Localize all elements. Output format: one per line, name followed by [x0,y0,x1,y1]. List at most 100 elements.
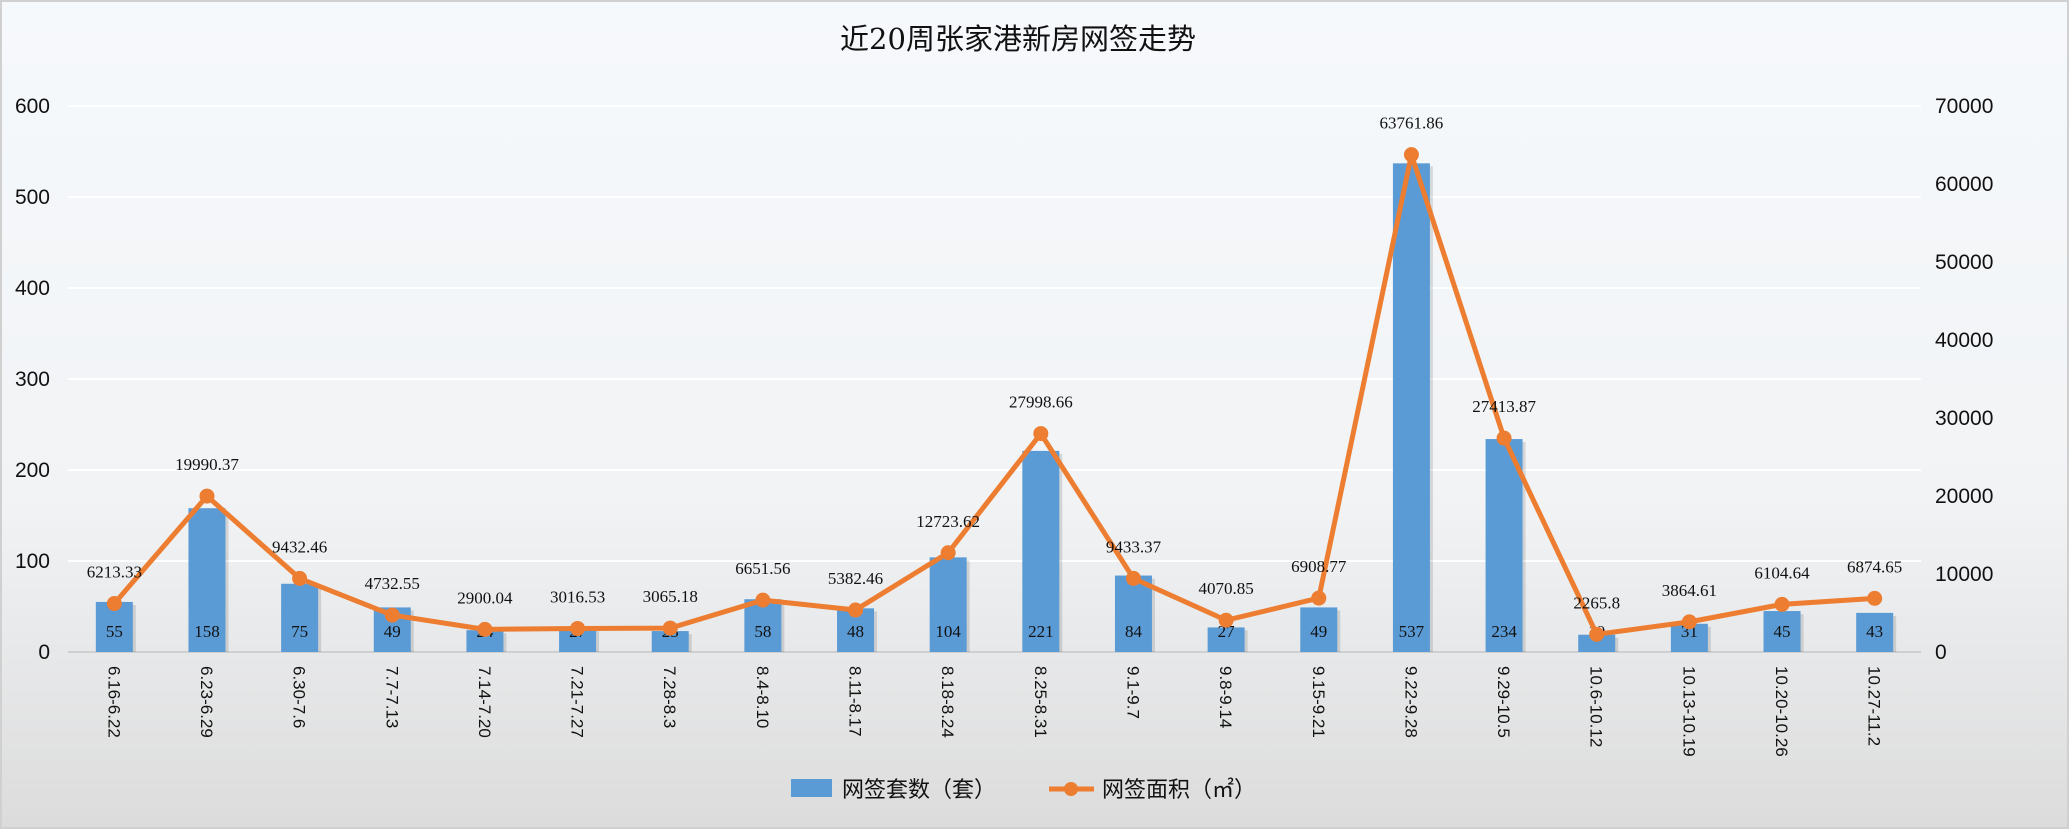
line-point [1125,570,1141,586]
line-point [1774,596,1790,612]
area-line [112,152,1875,637]
line-value-label: 12723.62 [916,512,980,531]
line-point [1218,612,1234,628]
y-right-tick-label: 0 [1935,641,1947,664]
bar-value-label: 48 [847,622,864,641]
y-right-tick-label: 20000 [1935,485,1993,508]
x-tick-label: 6.30-7.6 [290,666,309,728]
bar-value-label: 537 [1399,622,1425,641]
bar [1114,575,1152,652]
y-right-tick-label: 60000 [1935,173,1993,196]
bar-value-label: 27 [1218,622,1236,641]
line-value-label: 3864.61 [1662,581,1717,600]
bar [466,630,504,652]
line-point [384,607,400,623]
line-value-label: 27998.66 [1009,393,1073,412]
x-tick-label: 10.6-10.12 [1587,666,1606,747]
legend-line-marker [1064,782,1078,796]
bar [281,583,319,652]
x-tick-label: 9.29-10.5 [1494,666,1513,738]
y-left-tick-label: 200 [15,459,50,482]
x-tick-label: 7.21-7.27 [568,666,587,738]
bar [1022,450,1060,652]
line-point [1403,147,1419,163]
x-tick-label: 6.16-6.22 [104,666,123,738]
bar-value-label: 158 [194,622,220,641]
y-left-tick-label: 100 [15,550,50,573]
y-left-tick-label: 0 [38,641,50,664]
legend-bar-swatch [791,779,832,797]
line-point [1589,626,1605,642]
y-left-tick-label: 400 [15,277,50,300]
line-value-label: 6908.77 [1291,557,1347,576]
bar-value-label: 84 [1125,622,1143,641]
line-value-label: 9432.46 [272,537,327,556]
x-tick-label: 8.25-8.31 [1031,666,1050,738]
y-right-tick-label: 30000 [1935,407,1993,430]
bar-value-label: 49 [1310,622,1327,641]
x-tick-label: 9.22-9.28 [1401,666,1420,738]
x-tick-label: 9.15-9.21 [1309,666,1328,738]
y-right-tick-label: 70000 [1935,95,1993,118]
line-series: 6213.33 19990.37 9432.46 4732.55 2900.04 3016… [87,114,1902,642]
bar-value-label: 55 [106,622,123,641]
bar [744,599,782,652]
y-right-tick-label: 40000 [1935,329,1993,352]
bar [1763,611,1801,652]
line-value-label: 4070.85 [1199,579,1254,598]
line-value-label: 27413.87 [1472,397,1536,416]
y-left-tick-label: 500 [15,186,50,209]
line-point [477,621,493,637]
bar [1207,627,1245,652]
bar [188,508,226,652]
legend-line-label: 网签面积（㎡） [1102,777,1256,803]
x-tick-label: 7.14-7.20 [475,666,494,738]
line-value-label: 9433.37 [1106,537,1162,556]
line-value-label: 3065.18 [643,587,698,606]
line-value-label: 19990.37 [175,455,239,474]
bar-value-label: 104 [935,622,961,641]
bar [1392,163,1430,652]
line-value-label: 6213.33 [87,563,142,582]
bar-series: 5515875492427235848104221842749537234193… [95,163,1897,652]
line-value-label: 2265.8 [1573,593,1620,612]
line-point [106,596,122,612]
bar-value-label: 75 [291,622,308,641]
line-value-label: 2900.04 [457,588,513,607]
bar [929,557,967,652]
x-tick-label: 10.27-11.2 [1865,666,1884,746]
x-tick-label: 6.23-6.29 [197,666,216,738]
bar-value-label: 43 [1866,622,1883,641]
axes: 0 100 200 300 400 500 600 0 10000 20000 30000 40000… [15,95,1993,757]
line-point [755,592,771,608]
line-value-label: 6874.65 [1847,557,1902,576]
x-tick-label: 8.11-8.17 [846,666,865,737]
bar-value-label: 234 [1491,622,1517,641]
line-point [1311,590,1327,606]
line-value-label: 3016.53 [550,587,605,606]
x-tick-label: 10.13-10.19 [1679,666,1698,757]
y-left-tick-label: 600 [15,95,50,118]
bar-value-label: 45 [1774,622,1791,641]
chart-title: 近20周张家港新房网签走势 [840,22,1196,56]
bar [1485,439,1523,652]
line-point [848,602,864,618]
legend-bar-label: 网签套数（套） [842,778,996,803]
line-point [199,488,215,504]
gridlines [68,105,1921,653]
line-value-label: 6651.56 [735,559,790,578]
x-tick-label: 9.8-9.14 [1216,666,1235,728]
line-point [1681,614,1697,630]
x-tick-label: 9.1-9.7 [1123,666,1142,719]
line-point [292,570,308,586]
line-value-label: 5382.46 [828,569,883,588]
bar [1300,607,1338,652]
line-point [662,620,678,636]
line-point [570,620,586,636]
bar [651,631,689,652]
x-tick-label: 8.18-8.24 [938,666,957,738]
bar [1856,612,1894,652]
x-tick-label: 7.28-8.3 [660,666,679,728]
